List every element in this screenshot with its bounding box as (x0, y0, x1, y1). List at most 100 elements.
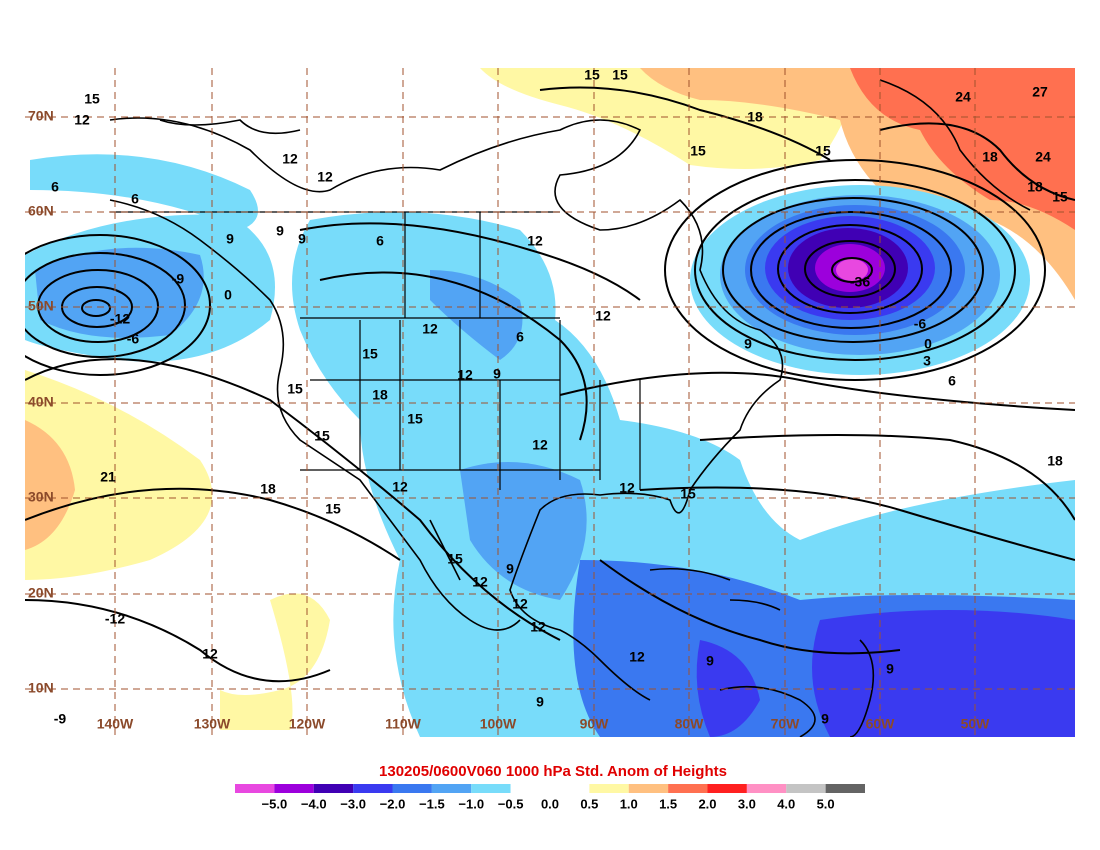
anomaly-area (460, 462, 587, 600)
contour-label: 27 (1032, 84, 1048, 100)
longitude-label: 50W (961, 716, 991, 732)
contour-label: 6 (131, 191, 139, 207)
contour-label: 9 (493, 366, 501, 382)
coastlines (109, 79, 1031, 737)
contour-label: 24 (1035, 149, 1051, 165)
colorbar-label: −4.0 (301, 796, 327, 811)
contour-label: 24 (955, 89, 971, 105)
contour-label: 12 (595, 308, 611, 324)
contour-label: 9 (886, 661, 894, 677)
contour-label: -9 (172, 271, 185, 287)
colorbar-label: 3.0 (738, 796, 756, 811)
contour-label: 0 (224, 287, 232, 303)
longitude-label: 140W (97, 716, 134, 732)
anomaly-area (836, 259, 868, 281)
latitude-label: 50N (28, 298, 54, 314)
contour-label: 15 (84, 91, 100, 107)
contour-label: 15 (407, 411, 423, 427)
colorbar-swatch (589, 784, 629, 793)
colorbar-swatch (431, 784, 472, 793)
contour-label: -6 (127, 331, 140, 347)
contour-label: 21 (100, 469, 116, 485)
longitude-label: 130W (194, 716, 231, 732)
colorbar-label: 4.0 (777, 796, 795, 811)
contour-label: 12 (422, 321, 438, 337)
colorbar-label: 0.5 (580, 796, 598, 811)
contour-label: 12 (530, 619, 546, 635)
anomaly-area (25, 420, 75, 550)
contour-label: 12 (532, 437, 548, 453)
map-title: 130205/0600V060 1000 hPa Std. Anom of He… (379, 763, 727, 780)
latitude-label: 10N (28, 680, 54, 696)
contour-label: 9 (536, 694, 544, 710)
contour-label: 15 (287, 381, 303, 397)
latitude-label: 30N (28, 489, 54, 505)
contour-label: 15 (447, 551, 463, 567)
colorbar-swatch (668, 784, 708, 793)
anomaly-area (850, 68, 1075, 230)
longitude-label: 70W (771, 716, 801, 732)
colorbar-label: −0.5 (498, 796, 524, 811)
colorbar-swatch (353, 784, 393, 793)
contour-label: -12 (110, 311, 130, 327)
contour-label: 18 (260, 481, 276, 497)
colorbar-swatch (471, 784, 511, 793)
contour-label: 12 (282, 151, 298, 167)
contour-label: 15 (314, 428, 330, 444)
colorbar-swatch (510, 784, 550, 793)
anomaly-area (25, 370, 213, 580)
anomaly-area (430, 270, 523, 360)
contour-label: 15 (362, 346, 378, 362)
colorbar-swatch (235, 784, 275, 793)
contour-label: 12 (392, 479, 408, 495)
colorbar: −5.0 −4.0 −3.0 −2.0 −1.5 −1.0 −0.5 0.0 0.5 1.0 1.5… (235, 784, 865, 811)
contour-label: 6 (516, 329, 524, 345)
colorbar-label: 5.0 (817, 796, 835, 811)
contour-label: 9 (821, 711, 829, 727)
contour-label: 9 (506, 561, 514, 577)
contour-label: 15 (1052, 189, 1068, 205)
map-area: 70N 60N 50N 40N 30N 20N 10N 140W 130W 120W 110W 100… (25, 67, 1075, 737)
colorbar-swatch (274, 784, 314, 793)
anomaly-area (30, 154, 258, 230)
contour-label: 18 (1027, 179, 1043, 195)
contour-label: 3 (923, 353, 931, 369)
colorbar-label: 1.0 (620, 796, 638, 811)
contour-label: 12 (512, 596, 528, 612)
contour-label: 18 (372, 387, 388, 403)
contours (25, 86, 1075, 683)
contour-label: 18 (1047, 453, 1063, 469)
latitude-label: 70N (28, 108, 54, 124)
contour-label: 12 (619, 480, 635, 496)
contour-label: 9 (744, 336, 752, 352)
contour-label: -6 (914, 316, 927, 332)
latitude-label: 40N (28, 394, 54, 410)
longitude-label: 90W (580, 716, 610, 732)
contour-label: 9 (226, 231, 234, 247)
anomaly-area (812, 610, 1075, 737)
contour-label: -9 (54, 711, 67, 727)
colorbar-label: 2.0 (698, 796, 716, 811)
longitude-label: 110W (385, 716, 422, 732)
colorbar-label: 0.0 (541, 796, 559, 811)
colorbar-label: 1.5 (659, 796, 677, 811)
longitude-label: 80W (675, 716, 705, 732)
colorbar-swatch (550, 784, 590, 793)
contour-label: 6 (51, 179, 59, 195)
contour-label: -36 (850, 274, 870, 290)
contour-label: 9 (706, 653, 714, 669)
latitude-label: 60N (28, 203, 54, 219)
contour-label: 15 (584, 67, 600, 83)
colorbar-label: −5.0 (262, 796, 288, 811)
contour-label: 15 (815, 143, 831, 159)
contour-label: 15 (612, 67, 628, 83)
contour-label: 6 (376, 233, 384, 249)
contour-label: 18 (747, 109, 763, 125)
contour-label: 12 (527, 233, 543, 249)
labels: 70N 60N 50N 40N 30N 20N 10N 140W 130W 120W 110W 100… (28, 67, 1068, 732)
colorbar-swatch (707, 784, 747, 793)
colorbar-swatch (746, 784, 787, 793)
contour-label: 12 (629, 649, 645, 665)
graticule (25, 68, 1075, 737)
longitude-label: 100W (480, 716, 517, 732)
